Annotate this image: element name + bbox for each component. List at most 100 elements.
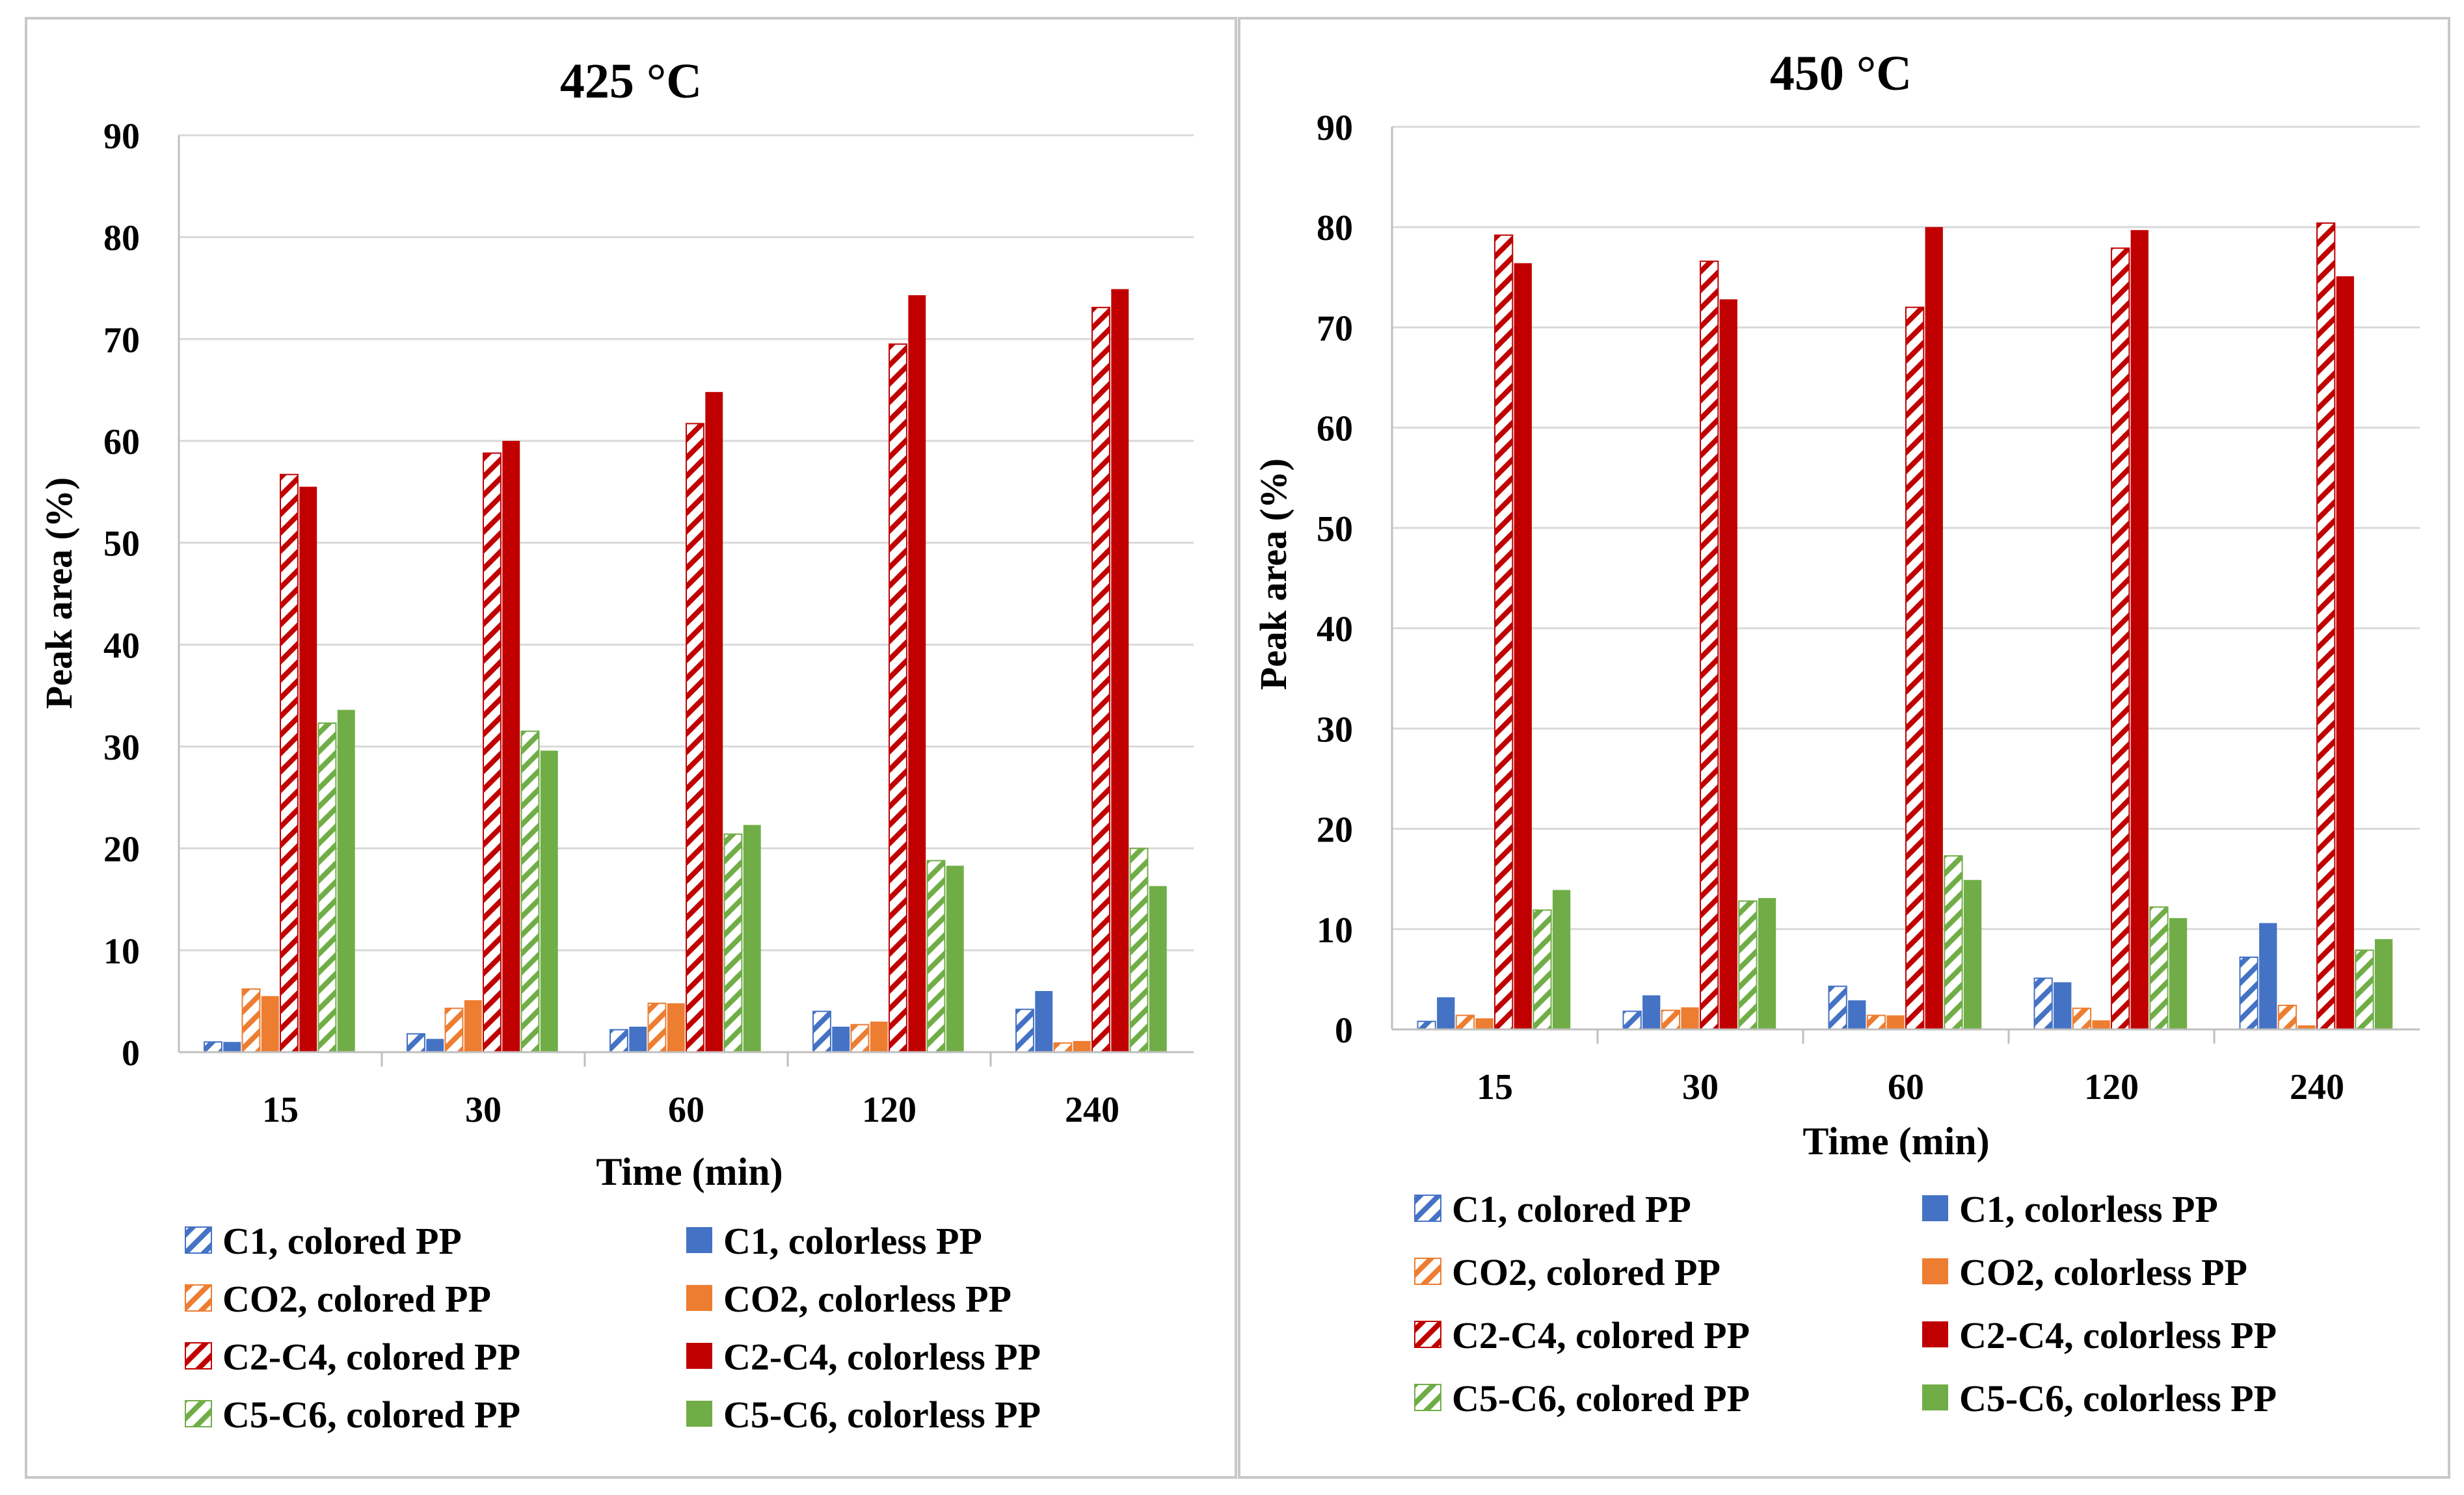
x-tick-labels: 15 30 60 120 240 xyxy=(1477,1067,2344,1107)
bar-co2-colored-120 xyxy=(850,1024,870,1053)
y-tick-label: 60 xyxy=(103,422,140,462)
legend-swatch-c2c4-colorless xyxy=(1922,1321,1948,1347)
bar-c1-colorless-30 xyxy=(1642,995,1661,1029)
legend-swatch-co2-colorless xyxy=(1922,1258,1948,1284)
bar-c2c4-colorless-240 xyxy=(1111,289,1129,1053)
bar-co2-colorless-60 xyxy=(1886,1015,1905,1029)
legend-label-co2-colorless: CO2, colorless PP xyxy=(1959,1251,2247,1293)
x-tick-label: 60 xyxy=(668,1090,704,1130)
bar-c5c6-colorless-30 xyxy=(540,750,558,1052)
y-tick-label: 60 xyxy=(1317,409,1353,449)
legend-label-c2c4-colorless: C2-C4, colorless PP xyxy=(1959,1314,2277,1356)
bar-c2c4-colorless-30 xyxy=(502,441,520,1052)
legend-item-c1-colorless: C1, colorless PP xyxy=(686,1220,982,1262)
bar-co2-colored-240 xyxy=(1053,1042,1073,1053)
bar-c1-colorless-240 xyxy=(2259,923,2277,1029)
bar-c1-colorless-120 xyxy=(832,1026,850,1052)
legend-label-c2c4-colored: C2-C4, colored PP xyxy=(1452,1314,1750,1356)
bar-c2c4-colorless-60 xyxy=(1925,227,1943,1030)
y-tick-label: 90 xyxy=(1317,108,1353,148)
bar-c5c6-colored-120 xyxy=(2149,906,2169,1031)
y-tick-label: 50 xyxy=(1317,509,1353,549)
y-axis-label: Peak area (%) xyxy=(38,477,80,709)
legend-label-c1-colored: C1, colored PP xyxy=(222,1220,462,1262)
bar-c5c6-colored-120 xyxy=(926,860,946,1053)
legend-label-c5c6-colored: C5-C6, colored PP xyxy=(222,1394,520,1436)
legend-item-c2c4-colored: C2-C4, colored PP xyxy=(1414,1314,1750,1356)
y-tick-label: 10 xyxy=(1317,910,1353,951)
legend-label-co2-colored: CO2, colored PP xyxy=(1452,1251,1721,1293)
chart-panel-450: 450 °C Peak area (%) Time (min) 0 10 20 30 4… xyxy=(1238,17,2450,1479)
legend-item-c5c6-colored: C5-C6, colored PP xyxy=(185,1394,520,1436)
bar-c1-colored-120 xyxy=(812,1011,831,1053)
legend-item-co2-colored: CO2, colored PP xyxy=(185,1278,491,1320)
bar-co2-colorless-240 xyxy=(1073,1040,1091,1052)
bar-c5c6-colorless-60 xyxy=(743,825,761,1052)
y-tick-label: 70 xyxy=(103,320,140,360)
bar-co2-colorless-15 xyxy=(1475,1018,1493,1029)
legend-item-c5c6-colorless: C5-C6, colorless PP xyxy=(1922,1377,2277,1420)
panel-border xyxy=(1238,17,2450,1479)
bar-c2c4-colorless-30 xyxy=(1719,299,1737,1029)
bar-c1-colored-15 xyxy=(1417,1020,1436,1030)
legend-swatch-c1-colorless xyxy=(1922,1195,1948,1221)
y-tick-labels: 0 10 20 30 40 50 60 70 80 90 xyxy=(1317,108,1353,1051)
bar-c5c6-colored-240 xyxy=(1129,847,1149,1053)
legend-item-c5c6-colorless: C5-C6, colorless PP xyxy=(686,1394,1041,1436)
legend-swatch-co2-colorless xyxy=(686,1285,712,1311)
bar-c2c4-colored-60 xyxy=(686,423,704,1053)
y-tick-label: 70 xyxy=(1317,308,1353,349)
legend-swatch-c1-colored xyxy=(1414,1195,1441,1222)
x-tick-label: 240 xyxy=(1065,1090,1119,1130)
legend-label-co2-colorless: CO2, colorless PP xyxy=(723,1278,1011,1320)
bar-c2c4-colored-120 xyxy=(889,343,907,1053)
bar-co2-colored-15 xyxy=(1455,1014,1475,1031)
y-tick-label: 10 xyxy=(103,931,140,972)
bar-co2-colored-30 xyxy=(444,1007,464,1053)
legend: C1, colored PP C1, colorless PP CO2, col… xyxy=(1414,1188,2277,1420)
bar-c1-colored-240 xyxy=(2239,957,2258,1030)
x-tick-label: 30 xyxy=(465,1090,502,1130)
y-tick-label: 80 xyxy=(103,218,140,259)
y-tick-labels: 0 10 20 30 40 50 60 70 80 90 xyxy=(103,116,140,1074)
bar-c5c6-colored-30 xyxy=(1738,900,1758,1030)
legend-label-c2c4-colored: C2-C4, colored PP xyxy=(222,1336,520,1378)
bar-c2c4-colorless-120 xyxy=(908,295,926,1052)
x-tick-label: 240 xyxy=(2290,1067,2344,1107)
legend-label-c1-colorless: C1, colorless PP xyxy=(723,1220,982,1262)
bar-c1-colorless-15 xyxy=(223,1042,241,1052)
bar-c2c4-colored-15 xyxy=(280,473,299,1053)
bar-c5c6-colorless-15 xyxy=(337,709,355,1052)
bar-c5c6-colorless-240 xyxy=(1149,886,1167,1052)
bar-c1-colored-60 xyxy=(1828,985,1847,1030)
bar-co2-colored-120 xyxy=(2072,1007,2092,1030)
x-tick-label: 30 xyxy=(1682,1067,1719,1107)
legend-label-c1-colored: C1, colored PP xyxy=(1452,1188,1691,1230)
axes xyxy=(178,135,1194,1066)
bar-c5c6-colorless-15 xyxy=(1552,890,1571,1029)
legend-label-c5c6-colored: C5-C6, colored PP xyxy=(1452,1377,1750,1420)
legend-item-co2-colorless: CO2, colorless PP xyxy=(686,1278,1011,1320)
bar-co2-colored-60 xyxy=(1866,1014,1886,1031)
axes xyxy=(1391,127,2420,1044)
x-tick-label: 15 xyxy=(1477,1067,1513,1107)
bar-c1-colored-15 xyxy=(204,1041,222,1053)
y-tick-label: 40 xyxy=(1317,609,1353,650)
bars xyxy=(204,289,1167,1053)
legend-item-c1-colorless: C1, colorless PP xyxy=(1922,1188,2218,1230)
bar-c5c6-colorless-120 xyxy=(2169,918,2188,1029)
legend-swatch-co2-colored xyxy=(185,1284,212,1312)
bar-c5c6-colorless-120 xyxy=(946,866,964,1052)
bar-co2-colorless-60 xyxy=(667,1003,685,1052)
legend-swatch-c5c6-colored xyxy=(185,1400,212,1427)
bar-c5c6-colorless-30 xyxy=(1758,898,1776,1029)
bar-c1-colored-30 xyxy=(1622,1011,1642,1030)
bar-c5c6-colored-60 xyxy=(1944,855,1963,1030)
bar-c1-colored-120 xyxy=(2033,977,2053,1031)
bar-c2c4-colored-30 xyxy=(1700,260,1719,1031)
legend-swatch-c1-colored xyxy=(185,1226,212,1254)
legend-swatch-c2c4-colored xyxy=(1414,1321,1441,1348)
bar-c1-colored-240 xyxy=(1015,1009,1034,1053)
y-tick-label: 30 xyxy=(103,728,140,768)
